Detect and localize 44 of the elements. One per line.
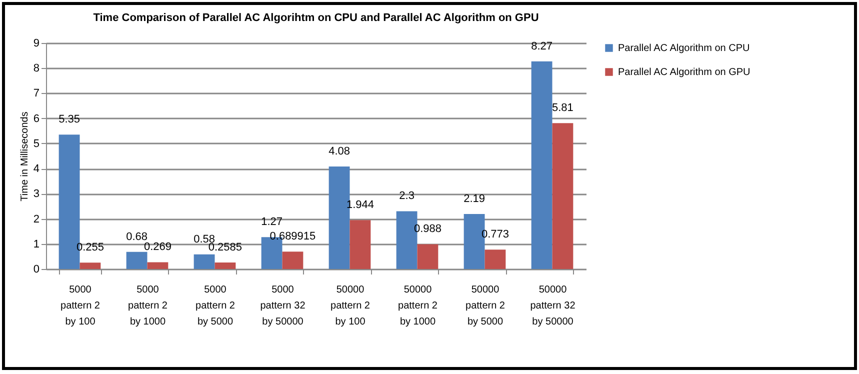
y-tick-label: 3: [33, 188, 40, 200]
x-tick-label: 5000 pattern 32 by 50000: [260, 284, 306, 328]
bar: [214, 262, 236, 269]
x-tick-label: 5000 pattern 2 by 1000: [128, 284, 168, 328]
y-tick-label: 1: [33, 238, 40, 250]
bar: [531, 61, 552, 269]
y-tick-label: 2: [33, 213, 40, 226]
y-tick-label: 7: [33, 88, 40, 100]
x-tick-label: 5000 pattern 2 by 5000: [196, 284, 236, 328]
y-tick-label: 4: [33, 163, 40, 176]
data-label: 4.08: [328, 146, 350, 158]
data-label: 1.27: [261, 216, 282, 228]
bar: [147, 262, 168, 269]
y-tick-label: 8: [33, 62, 40, 75]
legend-label: Parallel AC Algorithm on GPU: [618, 67, 750, 78]
y-tick-label: 9: [33, 38, 40, 50]
data-label: 2.19: [464, 193, 485, 206]
x-tick-label: 50000 pattern 2 by 5000: [466, 284, 506, 328]
x-tick-label: 50000 pattern 2 by 100: [330, 284, 370, 328]
x-tick-label: 5000 pattern 2 by 100: [60, 284, 100, 328]
data-label: 2.3: [399, 190, 414, 202]
bar: [282, 252, 304, 269]
bar: [194, 254, 215, 269]
data-label: 0.2585: [208, 242, 242, 254]
chart-title: Time Comparison of Parallel AC Algorihtm on CPU and Parallel AC Algorithm on GPU: [93, 12, 539, 24]
y-tick-label: 0: [33, 264, 40, 276]
data-label: 0.689915: [270, 230, 316, 243]
bar: [484, 250, 506, 269]
bar: [80, 262, 101, 269]
x-tick-label: 50000 pattern 2 by 1000: [398, 284, 438, 328]
data-label: 0.68: [126, 230, 148, 243]
bar: [552, 123, 574, 269]
bar: [126, 252, 148, 269]
x-tick-label: 50000 pattern 32 by 50000: [530, 284, 576, 328]
bar: [350, 220, 371, 269]
data-label: 5.81: [552, 102, 574, 114]
data-label: 8.27: [531, 40, 552, 52]
data-label: 0.269: [144, 241, 172, 254]
legend-label: Parallel AC Algorithm on CPU: [618, 43, 750, 54]
y-tick-label: 5: [33, 138, 40, 150]
y-tick-label: 6: [33, 112, 40, 125]
data-label: 5.35: [58, 114, 80, 126]
bar: [417, 244, 438, 269]
y-axis-title: Time in Milliseconds: [19, 112, 30, 202]
